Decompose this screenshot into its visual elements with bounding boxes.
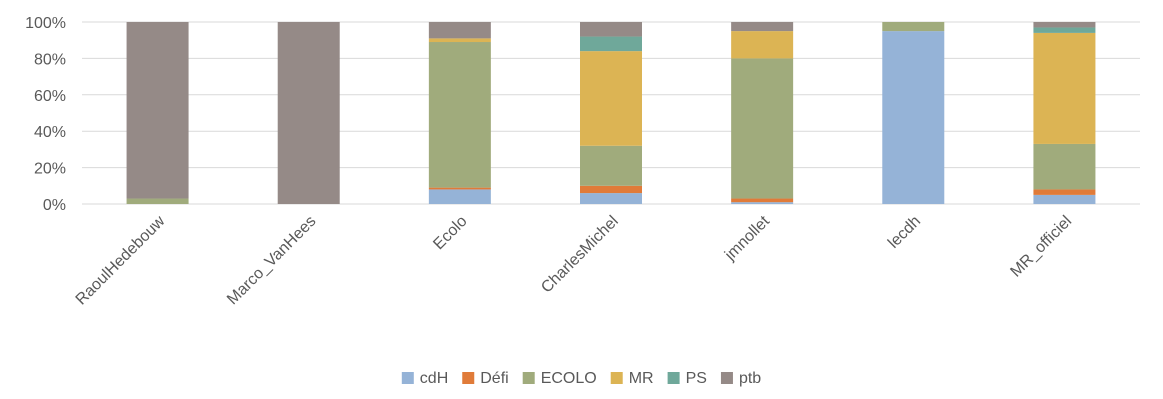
bar-segment-dfi-4 xyxy=(731,198,794,203)
bar-segment-ptb-4 xyxy=(731,22,794,32)
bars xyxy=(126,22,1096,204)
bar-segment-cdh-2 xyxy=(428,189,491,204)
bar-segment-cdh-6 xyxy=(1033,194,1096,204)
bar-segment-ptb-1 xyxy=(277,22,340,204)
category-label: CharlesMichel xyxy=(538,213,622,297)
y-axis-tick-labels: 0% 20% 40% 60% 80% 100% xyxy=(25,15,66,214)
y-tick-label: 40% xyxy=(34,124,66,141)
bar-segment-mr-4 xyxy=(731,31,794,59)
legend-label: ECOLO xyxy=(541,370,597,387)
category-label: jmnollet xyxy=(721,212,773,264)
legend-label: Défi xyxy=(480,370,508,387)
x-axis-category-labels: RaoulHedebouw Marco_VanHees Ecolo CharlesMi… xyxy=(73,212,1076,308)
bar-segment-ecolo-3 xyxy=(580,145,642,186)
bar-segment-mr-2 xyxy=(428,38,491,43)
category-label: lecdh xyxy=(885,213,924,252)
legend: cdH Défi ECOLO MR PS ptb xyxy=(401,370,761,387)
bar-segment-ecolo-5 xyxy=(882,22,945,32)
legend-label: cdH xyxy=(420,370,448,387)
legend-label: ptb xyxy=(739,370,761,387)
category-label: RaoulHedebouw xyxy=(73,212,169,308)
bar-segment-cdh-4 xyxy=(731,202,794,204)
bar-segment-ecolo-6 xyxy=(1033,143,1096,190)
y-tick-label: 80% xyxy=(34,51,66,68)
bar-segment-ptb-6 xyxy=(1033,22,1096,28)
bar-segment-mr-3 xyxy=(580,51,642,146)
bar-segment-cdh-3 xyxy=(580,193,642,204)
legend-swatch xyxy=(462,372,475,384)
legend-label: PS xyxy=(686,370,707,387)
bar-segment-dfi-3 xyxy=(580,185,642,194)
bar-segment-ptb-3 xyxy=(580,22,642,37)
legend-swatch xyxy=(667,372,680,384)
bar-segment-ptb-0 xyxy=(126,22,189,199)
bar-segment-dfi-2 xyxy=(428,187,491,190)
bar-segment-ecolo-0 xyxy=(126,198,189,204)
bar-segment-ecolo-2 xyxy=(428,42,491,188)
y-tick-label: 20% xyxy=(34,161,66,178)
legend-swatch xyxy=(610,372,623,384)
bar-segment-mr-6 xyxy=(1033,32,1096,144)
category-label: Ecolo xyxy=(430,213,470,253)
bar-segment-ptb-2 xyxy=(428,22,491,39)
bar-segment-cdh-5 xyxy=(882,31,945,204)
bar-segment-dfi-6 xyxy=(1033,189,1096,195)
bar-segment-ps-3 xyxy=(580,36,642,52)
legend-swatch xyxy=(522,372,535,384)
category-label: MR_officiel xyxy=(1007,213,1075,281)
y-tick-label: 0% xyxy=(43,197,66,214)
bar-segment-ps-6 xyxy=(1033,27,1096,33)
legend-swatch xyxy=(401,372,414,384)
bar-segment-ecolo-4 xyxy=(731,58,794,199)
y-tick-label: 100% xyxy=(25,15,66,32)
category-label: Marco_VanHees xyxy=(224,213,319,308)
legend-label: MR xyxy=(629,370,654,387)
legend-swatch xyxy=(720,372,733,384)
y-tick-label: 60% xyxy=(34,88,66,105)
